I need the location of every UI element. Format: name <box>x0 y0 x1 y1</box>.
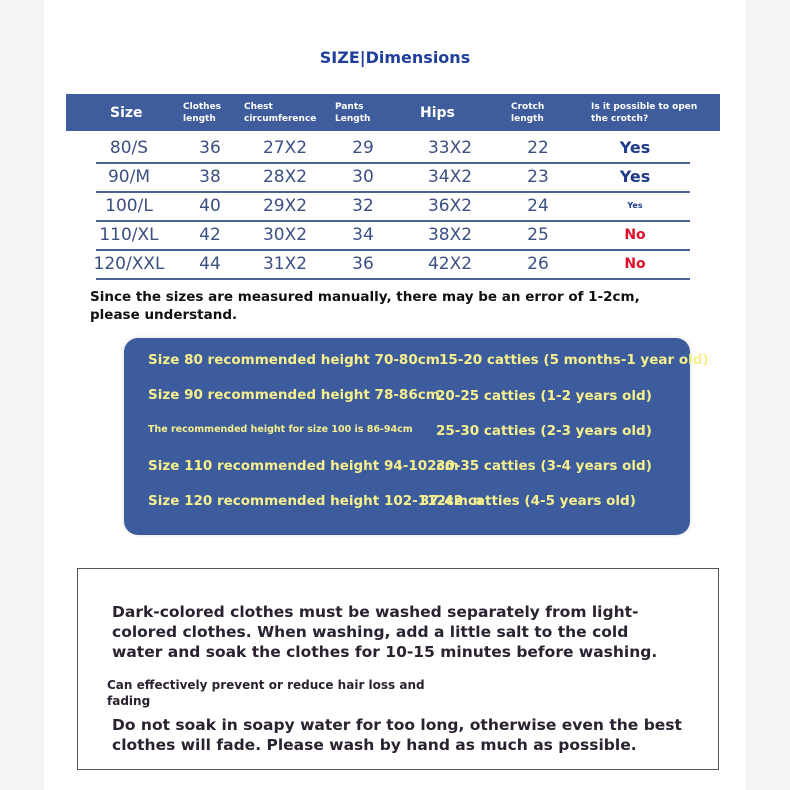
header-pants-length: Pants Length <box>335 101 371 124</box>
cell-crotch-length: 22 <box>527 137 549 158</box>
care-instructions-box: Dark-colored clothes must be washed sepa… <box>77 568 719 770</box>
cell-size: 90/M <box>107 166 151 187</box>
rec-weight: 30-35 catties (3-4 years old) <box>436 458 652 474</box>
size-table-header: Size Clothes length Chest circumference … <box>66 94 720 131</box>
cell-crotch-length: 26 <box>527 253 549 274</box>
rec-weight: 37-42 catties (4-5 years old) <box>420 493 636 509</box>
cell-clothes-length: 44 <box>199 253 221 274</box>
measurement-note: Since the sizes are measured manually, t… <box>90 289 640 323</box>
header-chest: Chest circumference <box>244 101 317 124</box>
care-paragraph-3: Do not soak in soapy water for too long,… <box>112 716 682 754</box>
rec-weight: 20-25 catties (1-2 years old) <box>436 388 652 404</box>
cell-pants-length: 32 <box>352 195 374 216</box>
cell-hips: 42X2 <box>427 253 473 274</box>
table-row: 80/S 36 27X2 29 33X2 22 Yes <box>96 133 690 164</box>
cell-chest: 29X2 <box>262 195 308 216</box>
header-crotch-length: Crotch length <box>511 101 545 124</box>
cell-crotch-length: 25 <box>527 224 549 245</box>
rec-height: Size 120 recommended height 102-112cm n <box>148 493 483 509</box>
cell-open-crotch: Yes <box>619 167 651 186</box>
care-paragraph-1: Dark-colored clothes must be washed sepa… <box>112 603 658 661</box>
cell-chest: 31X2 <box>262 253 308 274</box>
table-row: 110/XL 42 30X2 34 38X2 25 No <box>96 220 690 251</box>
table-row: 100/L 40 29X2 32 36X2 24 Yes <box>96 191 690 222</box>
cell-crotch-length: 23 <box>527 166 549 187</box>
care-paragraph-2: Can effectively prevent or reduce hair l… <box>107 678 425 708</box>
cell-hips: 36X2 <box>427 195 473 216</box>
cell-pants-length: 30 <box>352 166 374 187</box>
header-clothes-length: Clothes length <box>183 101 222 124</box>
recommendation-box: Size 80 recommended height 70-80cm 15-20… <box>124 338 709 535</box>
cell-open-crotch: No <box>624 226 646 243</box>
cell-clothes-length: 42 <box>199 224 221 245</box>
header-hips: Hips <box>420 104 455 121</box>
cell-crotch-length: 24 <box>527 195 549 216</box>
cell-clothes-length: 36 <box>199 137 221 158</box>
cell-pants-length: 29 <box>352 137 374 158</box>
cell-open-crotch: Yes <box>627 201 643 210</box>
cell-chest: 27X2 <box>262 137 308 158</box>
cell-chest: 30X2 <box>262 224 308 245</box>
cell-hips: 38X2 <box>427 224 473 245</box>
table-row: 90/M 38 28X2 30 34X2 23 Yes <box>96 162 690 193</box>
table-row: 120/XXL 44 31X2 36 42X2 26 No <box>94 249 690 280</box>
cell-open-crotch: Yes <box>619 138 651 157</box>
cell-pants-length: 34 <box>352 224 374 245</box>
cell-size: 110/XL <box>99 224 159 245</box>
rec-height: Size 80 recommended height 70-80cm <box>148 352 440 368</box>
cell-hips: 33X2 <box>427 137 473 158</box>
cell-open-crotch: No <box>624 255 646 272</box>
cell-clothes-length: 38 <box>199 166 221 187</box>
cell-size: 80/S <box>109 137 149 158</box>
cell-clothes-length: 40 <box>199 195 221 216</box>
rec-weight: 15-20 catties (5 months-1 year old) <box>439 352 709 368</box>
rec-height: The recommended height for size 100 is 8… <box>148 424 413 435</box>
rec-height: Size 90 recommended height 78-86cm <box>148 387 440 403</box>
rec-weight: 25-30 catties (2-3 years old) <box>436 423 652 439</box>
cell-size: 120/XXL <box>93 253 165 274</box>
header-open-crotch: Is it possible to open the crotch? <box>591 101 698 124</box>
cell-size: 100/L <box>105 195 153 216</box>
cell-pants-length: 36 <box>352 253 374 274</box>
rec-height: Size 110 recommended height 94-102cm <box>148 458 459 474</box>
header-size: Size <box>110 104 143 121</box>
page-title: SIZE|Dimensions <box>319 48 471 67</box>
cell-hips: 34X2 <box>427 166 473 187</box>
cell-chest: 28X2 <box>262 166 308 187</box>
